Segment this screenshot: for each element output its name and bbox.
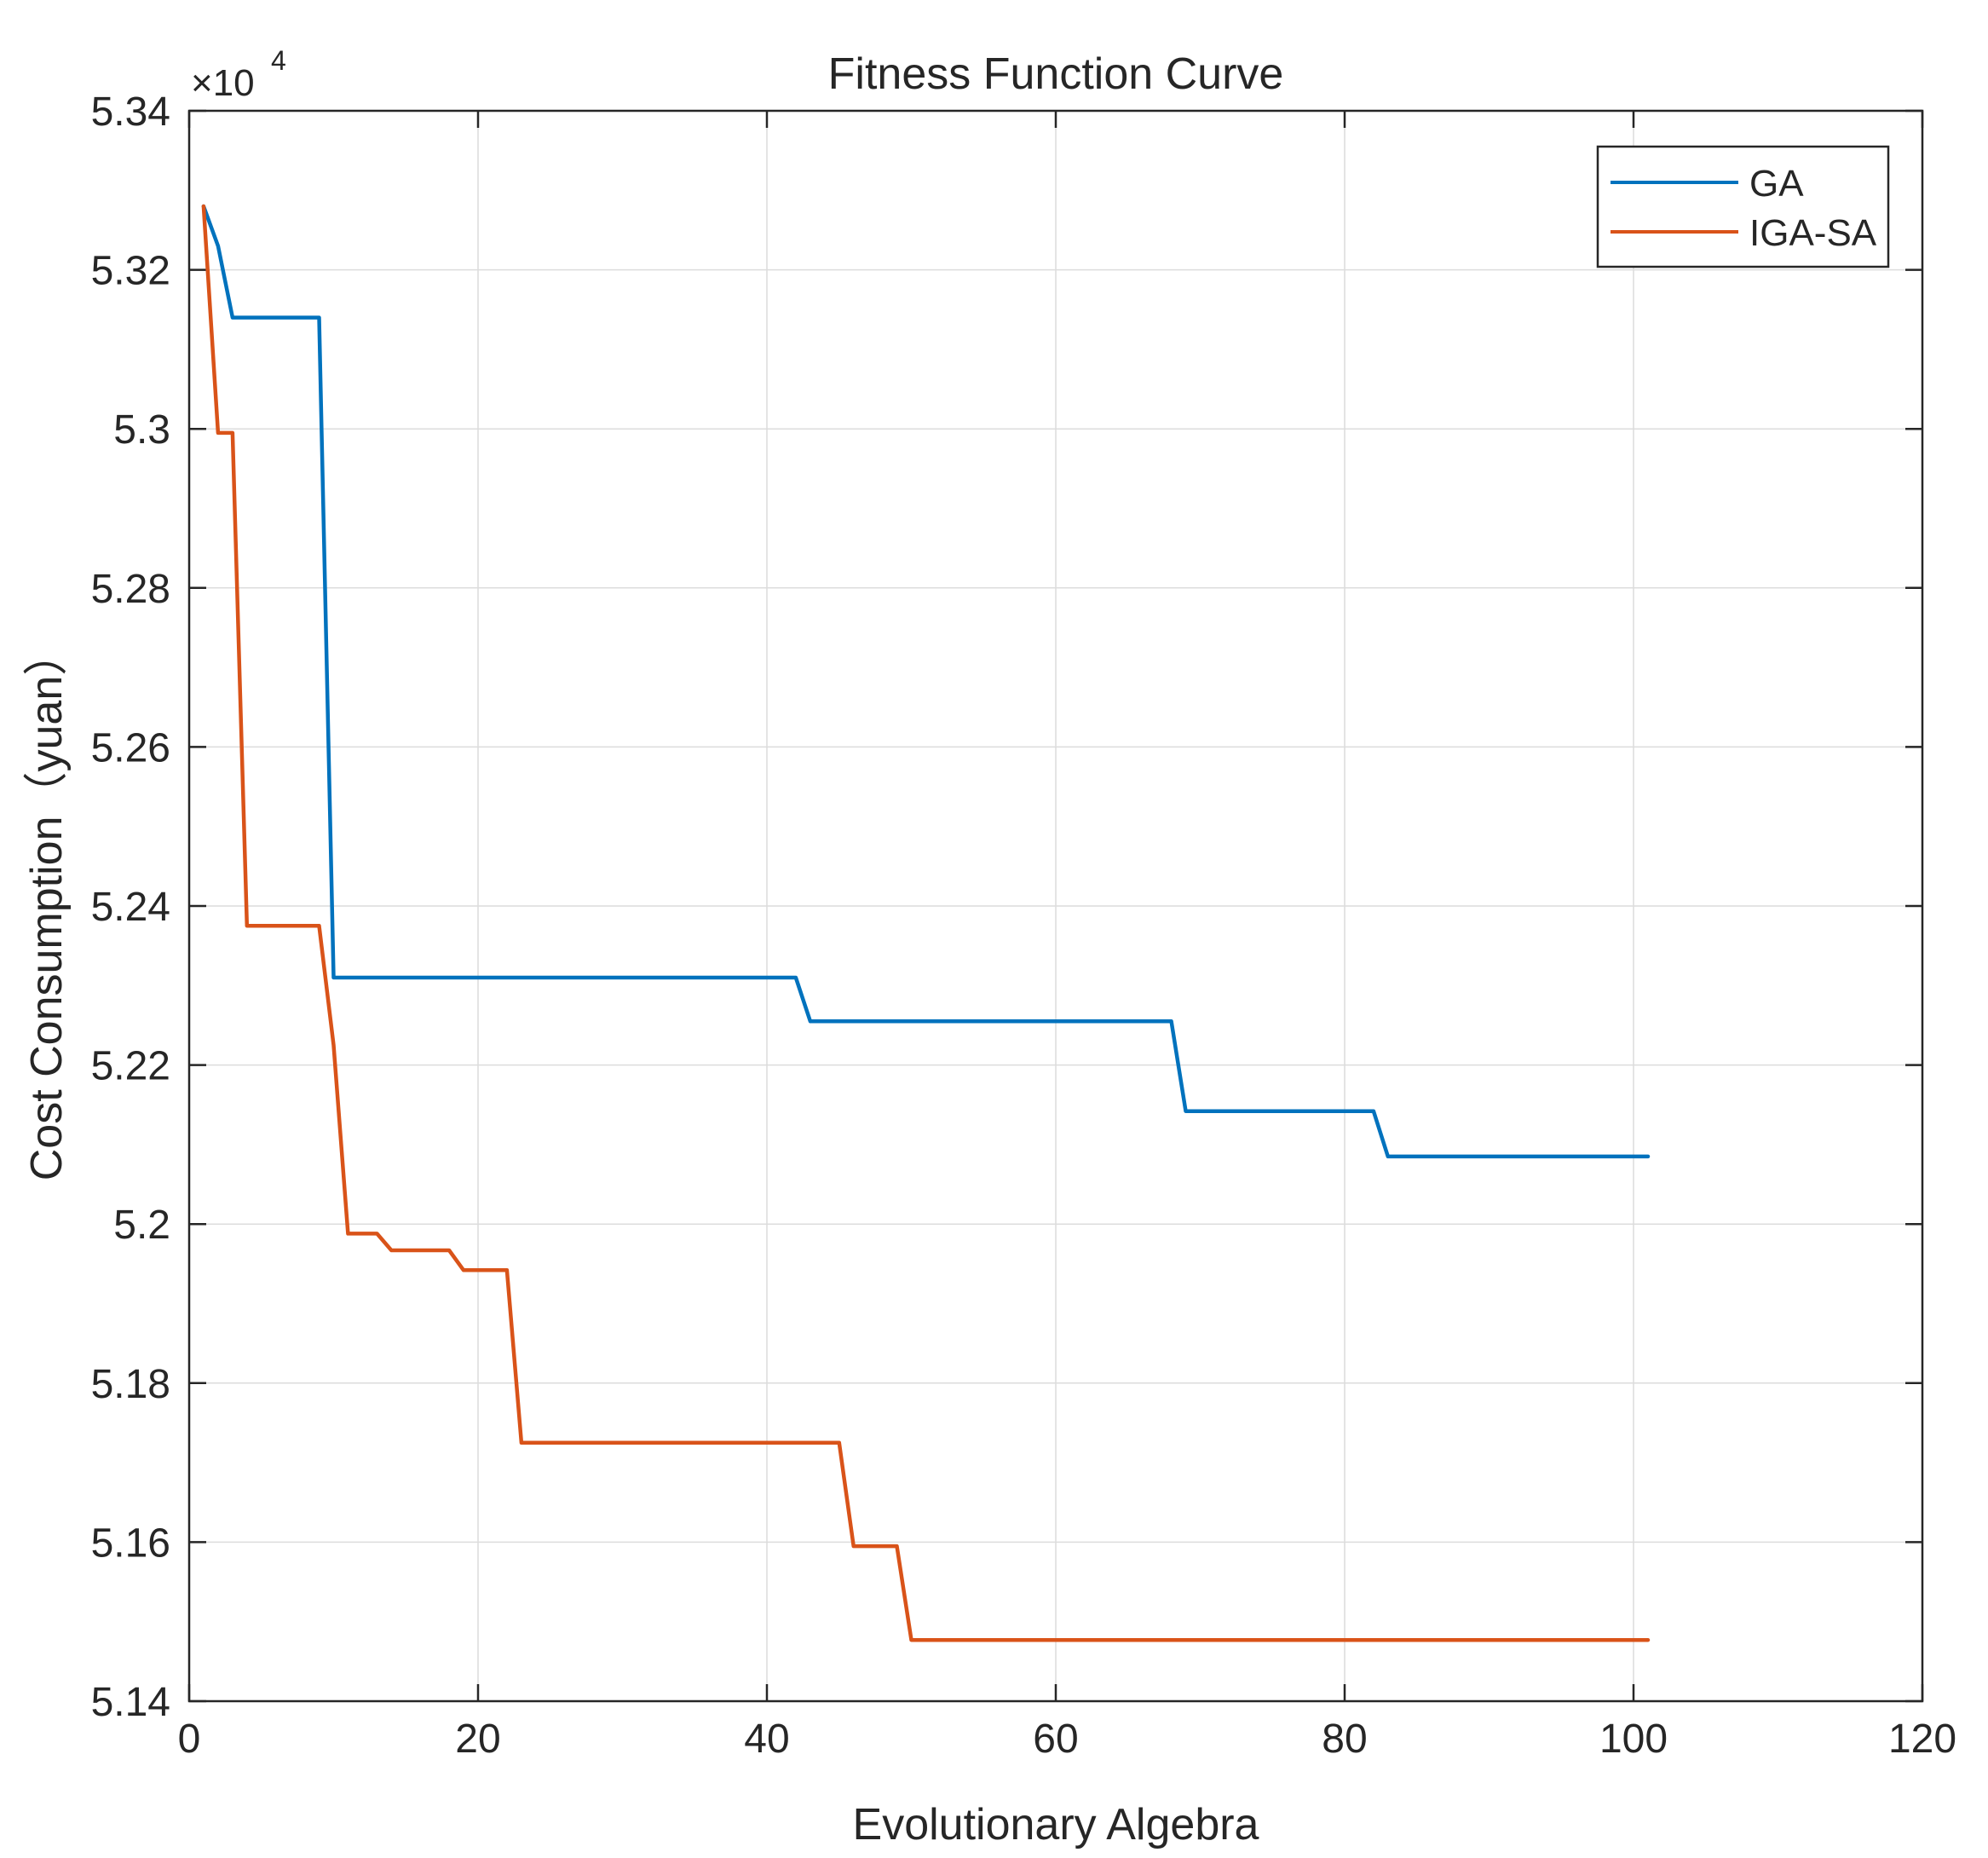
x-tick-label: 60 xyxy=(1033,1717,1078,1762)
x-tick-label: 40 xyxy=(744,1717,789,1762)
y-tick-label: 5.28 xyxy=(91,567,170,612)
y-tick-label: 5.3 xyxy=(113,407,170,453)
legend-label-iga-sa: IGA-SA xyxy=(1749,212,1877,254)
y-exponent-base: ×10 xyxy=(191,62,255,104)
y-tick-label: 5.26 xyxy=(91,725,170,770)
legend-box xyxy=(1596,145,1890,268)
y-tick-labels: 5.14 5.16 5.18 5.2 5.22 5.24 5.26 5.28 5.3 5.32 5.… xyxy=(91,89,170,1725)
x-axis-label: Evolutionary Algebra xyxy=(853,1800,1259,1849)
x-tick-label: 120 xyxy=(1888,1717,1956,1762)
y-tick-label: 5.14 xyxy=(91,1680,170,1725)
x-tick-label: 20 xyxy=(455,1717,500,1762)
y-exponent-label: ×10 4 xyxy=(191,45,286,104)
axis-ticks xyxy=(187,109,1924,1703)
y-tick-label: 5.22 xyxy=(91,1044,170,1089)
y-tick-label: 5.34 xyxy=(91,89,170,135)
y-tick-label: 5.24 xyxy=(91,885,170,930)
legend-label-ga: GA xyxy=(1749,163,1804,205)
x-tick-label: 80 xyxy=(1322,1717,1367,1762)
x-tick-label: 100 xyxy=(1599,1717,1668,1762)
chart-title: Fitness Function Curve xyxy=(828,49,1284,99)
series-line-iga-sa xyxy=(201,204,1651,1642)
y-tick-label: 5.32 xyxy=(91,249,170,294)
y-tick-label: 5.16 xyxy=(91,1520,170,1566)
x-tick-labels: 0 20 40 60 80 100 120 xyxy=(178,1717,1956,1762)
series-lines xyxy=(201,204,1651,1642)
y-axis-label: Cost Consumption（yuan） xyxy=(22,632,72,1181)
legend: GA IGA-SA xyxy=(1596,145,1890,268)
y-tick-label: 5.18 xyxy=(91,1362,170,1407)
series-line-ga xyxy=(201,204,1651,1159)
y-exponent-power: 4 xyxy=(271,45,286,76)
x-tick-label: 0 xyxy=(178,1717,201,1762)
y-tick-label: 5.2 xyxy=(113,1203,170,1248)
